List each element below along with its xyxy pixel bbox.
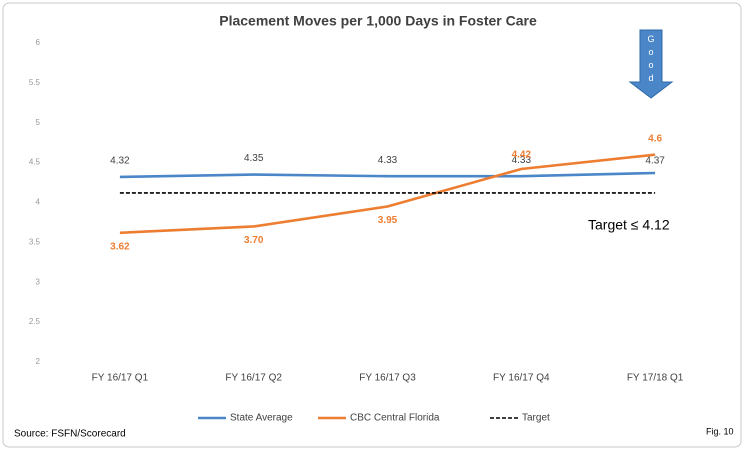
x-tick-label: FY 16/17 Q1 (92, 373, 149, 384)
data-label: 4.37 (645, 156, 665, 167)
legend-label: CBC Central Florida (350, 413, 440, 424)
legend-label: Target (522, 413, 550, 424)
y-tick-label: 6 (36, 38, 41, 47)
y-tick-label: 5 (36, 118, 41, 127)
data-label: 4.33 (512, 155, 532, 166)
data-label: 3.62 (110, 241, 130, 252)
x-tick-label: FY 16/17 Q3 (359, 373, 416, 384)
y-tick-label: 4.5 (29, 158, 41, 167)
y-tick-label: 3 (36, 277, 41, 286)
data-label: 4.35 (244, 153, 264, 164)
data-label: 3.95 (378, 215, 398, 226)
source-note: Source: FSFN/Scorecard (14, 429, 126, 440)
data-label: 4.32 (110, 156, 130, 167)
figure-label: Fig. 10 (706, 426, 734, 436)
chart-title: Placement Moves per 1,000 Days in Foster… (219, 13, 537, 29)
x-tick-label: FY 17/18 Q1 (627, 373, 684, 384)
data-label: 4.6 (648, 133, 662, 144)
y-tick-label: 4 (36, 198, 41, 207)
series-line (119, 153, 656, 235)
y-tick-label: 2.5 (29, 317, 41, 326)
x-tick-label: FY 16/17 Q2 (225, 373, 282, 384)
target-annotation: Target ≤ 4.12 (588, 217, 670, 233)
y-tick-label: 3.5 (29, 237, 41, 246)
good-arrow (628, 29, 674, 99)
y-tick-label: 2 (36, 357, 41, 366)
series-line (119, 171, 656, 179)
good-label: Good (646, 34, 656, 86)
y-tick-label: 5.5 (29, 78, 41, 87)
legend-label: State Average (230, 413, 293, 424)
data-label: 4.42 (512, 150, 532, 161)
data-label: 4.33 (378, 155, 398, 166)
x-tick-label: FY 16/17 Q4 (493, 373, 550, 384)
data-label: 3.70 (244, 235, 264, 246)
